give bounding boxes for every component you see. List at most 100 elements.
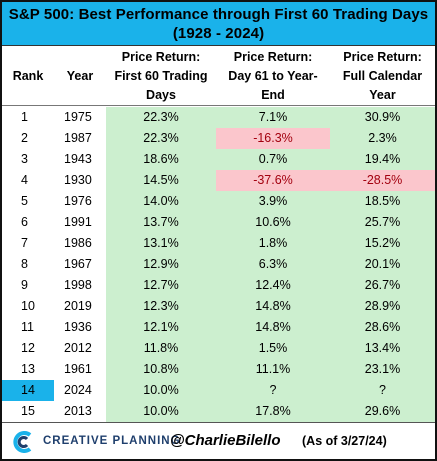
rest-of-year-return-cell: 17.8% <box>216 401 330 422</box>
year-cell: 1976 <box>64 194 92 208</box>
header-col1: Price Return: First 60 Trading Days <box>106 48 216 105</box>
first-60-return-cell: 13.1% <box>106 233 216 254</box>
calendar-year-return-cell: 25.7% <box>330 212 435 233</box>
first-60-return-cell: 14.0% <box>106 191 216 212</box>
year-cell: 2012 <box>64 341 92 355</box>
rest-of-year-return-cell: -37.6% <box>216 170 330 191</box>
logo-text: CREATIVE PLANNING <box>43 435 181 447</box>
calendar-year-return-cell: 28.9% <box>330 296 435 317</box>
rest-of-year-return-cell: -16.3% <box>216 128 330 149</box>
first-60-return-cell: 12.9% <box>106 254 216 275</box>
title-line-2: (1928 - 2024) <box>172 24 265 42</box>
rest-of-year-return-cell: 10.6% <box>216 212 330 233</box>
rest-of-year-return-cell: 3.9% <box>216 191 330 212</box>
header-col1-line: Days <box>146 88 176 102</box>
first-60-return-cell: 10.8% <box>106 359 216 380</box>
first-60-return-cell: 22.3% <box>106 107 216 128</box>
year-cell: 2019 <box>64 299 92 313</box>
header-col3-line: Price Return: <box>343 50 422 64</box>
rank-cell: 1 <box>21 110 28 124</box>
year-cell: 2013 <box>64 404 92 418</box>
calendar-year-return-cell: 18.5% <box>330 191 435 212</box>
rank-cell: 3 <box>21 152 28 166</box>
creative-planning-c-logo-icon <box>13 431 32 453</box>
header-col3-line: Year <box>369 88 396 102</box>
calendar-year-return-cell: ? <box>330 380 435 401</box>
header-col2-line: Price Return: <box>233 50 313 64</box>
rank-cell: 11 <box>21 320 34 334</box>
table-row: 2 1987 22.3% -16.3% 2.3% <box>2 128 435 149</box>
year-cell: 1986 <box>64 236 92 250</box>
table-row: 14 2024 10.0%?? <box>2 380 435 401</box>
rest-of-year-return-cell: 7.1% <box>216 107 330 128</box>
table-row: 7 1986 13.1% 1.8% 15.2% <box>2 233 435 254</box>
table-row: 8 1967 12.9% 6.3% 20.1% <box>2 254 435 275</box>
rest-of-year-return-cell: 1.5% <box>216 338 330 359</box>
table-row: 10 2019 12.3% 14.8% 28.9% <box>2 296 435 317</box>
table-row: 12 2012 11.8% 1.5% 13.4% <box>2 338 435 359</box>
rank-cell: 15 <box>21 404 35 418</box>
calendar-year-return-cell: 23.1% <box>330 359 435 380</box>
calendar-year-return-cell: 29.6% <box>330 401 435 422</box>
rest-of-year-return-cell: 0.7% <box>216 149 330 170</box>
year-cell: 1987 <box>64 131 92 145</box>
year-cell: 1961 <box>64 362 92 376</box>
rank-cell: 5 <box>21 194 28 208</box>
first-60-return-cell: 11.8% <box>106 338 216 359</box>
header-row: Rank Year Price Return: First 60 Trading… <box>2 46 435 106</box>
rank-cell: 6 <box>21 215 28 229</box>
first-60-return-cell: 10.0% <box>106 380 216 401</box>
header-col1-line: First 60 Trading <box>114 69 208 83</box>
rest-of-year-return-cell: 11.1% <box>216 359 330 380</box>
calendar-year-return-cell: 20.1% <box>330 254 435 275</box>
table-row: 4 1930 14.5% -37.6% -28.5% <box>2 170 435 191</box>
header-col3: Price Return: Full Calendar Year <box>330 48 435 105</box>
title-bar: S&P 500: Best Performance through First … <box>2 2 435 46</box>
header-col2-line: End <box>261 88 285 102</box>
header-col2: Price Return: Day 61 to Year- End <box>216 48 330 105</box>
year-cell: 1936 <box>64 320 92 334</box>
table-row: 1 1975 22.3% 7.1% 30.9% <box>2 107 435 128</box>
year-cell: 1967 <box>64 257 92 271</box>
rank-cell: 9 <box>21 278 28 292</box>
table-row: 6 1991 13.7% 10.6% 25.7% <box>2 212 435 233</box>
first-60-return-cell: 18.6% <box>106 149 216 170</box>
creative-planning-logo: CREATIVE PLANNING <box>10 431 180 453</box>
rest-of-year-return-cell: 6.3% <box>216 254 330 275</box>
rank-cell: 2 <box>21 131 28 145</box>
table-row: 11 1936 12.1% 14.8% 28.6% <box>2 317 435 338</box>
rank-cell: 4 <box>21 173 28 187</box>
calendar-year-return-cell: 28.6% <box>330 317 435 338</box>
footer: CREATIVE PLANNING @CharlieBilello (As of… <box>2 422 435 459</box>
calendar-year-return-cell: 15.2% <box>330 233 435 254</box>
rank-cell: 8 <box>21 257 28 271</box>
header-col3-line: Full Calendar <box>342 69 423 83</box>
year-cell: 1991 <box>64 215 92 229</box>
author-handle: @CharlieBilello <box>170 432 281 449</box>
year-cell: 2024 <box>64 383 92 397</box>
rest-of-year-return-cell: 14.8% <box>216 317 330 338</box>
header-year: Year <box>66 69 94 83</box>
first-60-return-cell: 22.3% <box>106 128 216 149</box>
rank-cell: 10 <box>21 299 35 313</box>
year-cell: 1975 <box>64 110 92 124</box>
header-rank: Rank <box>12 69 44 83</box>
calendar-year-return-cell: 2.3% <box>330 128 435 149</box>
rest-of-year-return-cell: 1.8% <box>216 233 330 254</box>
table-row: 5 1976 14.0% 3.9% 18.5% <box>2 191 435 212</box>
first-60-return-cell: 10.0% <box>106 401 216 422</box>
year-cell: 1998 <box>64 278 92 292</box>
as-of-date: (As of 3/27/24) <box>302 434 387 448</box>
rank-cell: 12 <box>21 341 35 355</box>
first-60-return-cell: 14.5% <box>106 170 216 191</box>
calendar-year-return-cell: 26.7% <box>330 275 435 296</box>
rank-cell: 14 <box>2 380 54 401</box>
rest-of-year-return-cell: 12.4% <box>216 275 330 296</box>
first-60-return-cell: 13.7% <box>106 212 216 233</box>
rest-of-year-return-cell: 14.8% <box>216 296 330 317</box>
rank-cell: 13 <box>21 362 35 376</box>
first-60-return-cell: 12.7% <box>106 275 216 296</box>
year-cell: 1943 <box>64 152 92 166</box>
year-cell: 1930 <box>64 173 92 187</box>
rest-of-year-return-cell: ? <box>216 380 330 401</box>
